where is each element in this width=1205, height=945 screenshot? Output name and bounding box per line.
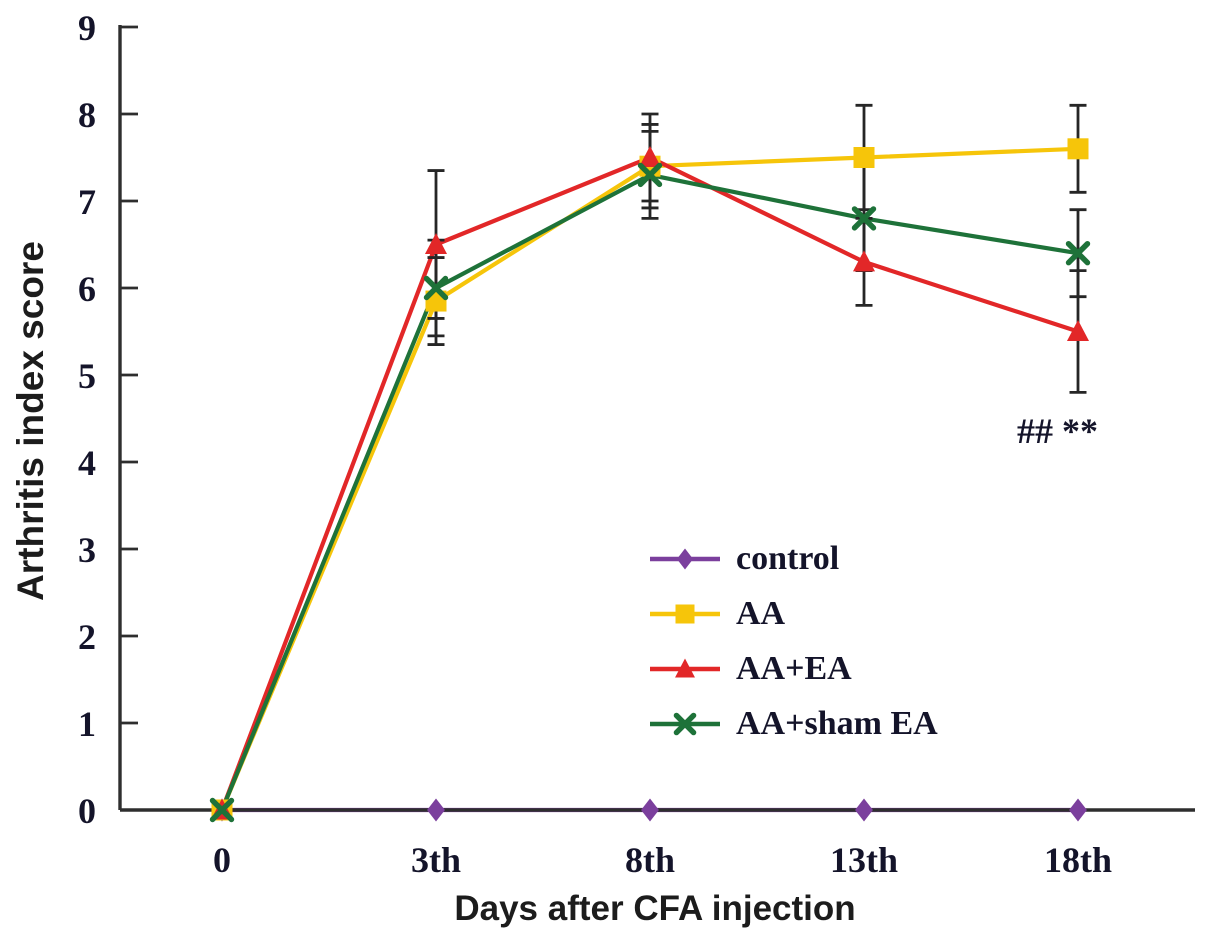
y-tick-label: 1 <box>78 704 96 744</box>
significance-annotation: ## ** <box>1017 411 1098 451</box>
y-tick-label: 6 <box>78 269 96 309</box>
legend-swatch <box>650 604 720 623</box>
y-axis-title: Arthritis index score <box>10 241 51 601</box>
square-marker <box>1067 138 1089 160</box>
diamond-marker <box>855 798 873 822</box>
triangle-up-marker <box>424 232 448 254</box>
x-axis-title: Days after CFA injection <box>454 889 856 928</box>
x-cross-marker <box>673 712 697 735</box>
chart-legend: control AA AA+EA AA+sham EA <box>648 531 938 751</box>
triangle-up-marker <box>1066 319 1090 341</box>
triangle-up-marker <box>675 658 695 678</box>
square-marker <box>853 147 875 168</box>
diamond-marker <box>641 798 659 822</box>
x-tick-label: 13th <box>830 840 898 880</box>
legend-item-aa: AA <box>648 586 938 641</box>
diamond-marker <box>1069 798 1087 822</box>
x-cross-marker <box>637 162 663 188</box>
legend-item-aa-ea: AA+EA <box>648 641 938 696</box>
diamond-marker <box>427 798 445 822</box>
y-tick-label: 8 <box>78 95 96 135</box>
x-cross-marker <box>209 797 235 823</box>
square-marker <box>675 604 695 623</box>
legend-label: control <box>736 539 840 577</box>
y-tick-label: 2 <box>78 617 96 657</box>
legend-item-control: control <box>648 531 938 586</box>
diamond-marker <box>676 548 694 569</box>
x-cross-marker <box>851 206 877 231</box>
x-cross-marker <box>1065 241 1091 266</box>
y-tick-label: 9 <box>78 8 96 48</box>
y-tick-label: 7 <box>78 182 96 222</box>
x-tick-label: 3th <box>411 840 461 880</box>
legend-item-aa-sham-ea: AA+sham EA <box>648 696 938 751</box>
x-cross-marker <box>423 275 449 301</box>
legend-swatch <box>650 548 720 569</box>
x-tick-label: 0 <box>213 840 231 880</box>
x-tick-label: 18th <box>1044 840 1112 880</box>
y-tick-label: 5 <box>78 356 96 396</box>
triangle-up-marker <box>638 145 662 167</box>
y-tick-label: 3 <box>78 530 96 570</box>
legend-label: AA <box>736 594 786 632</box>
legend-swatch <box>650 712 720 735</box>
y-tick-label: 4 <box>78 443 96 483</box>
legend-label: AA+EA <box>736 649 852 687</box>
x-tick-label: 8th <box>625 840 675 880</box>
legend-label: AA+sham EA <box>736 704 938 742</box>
legend-swatch <box>650 658 720 678</box>
y-tick-label: 0 <box>78 791 96 831</box>
triangle-up-marker <box>852 250 876 272</box>
